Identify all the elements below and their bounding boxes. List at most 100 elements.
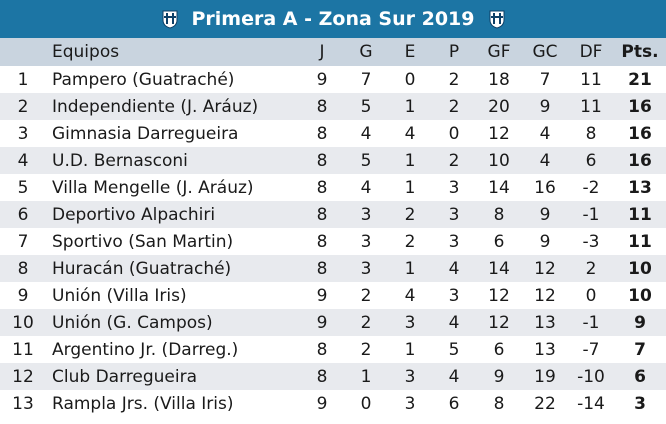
table-row: 11 Argentino Jr. (Darreg.) 8 2 1 5 6 13 -7 7 bbox=[0, 336, 666, 363]
cell-lost: 2 bbox=[432, 93, 476, 120]
cell-drawn: 3 bbox=[388, 309, 432, 336]
cell-goals-for: 8 bbox=[476, 201, 522, 228]
table-row: 6 Deportivo Alpachiri 8 3 2 3 8 9 -1 11 bbox=[0, 201, 666, 228]
cell-points: 10 bbox=[614, 282, 666, 309]
cell-goal-difference: 6 bbox=[568, 147, 614, 174]
cell-goal-difference: 8 bbox=[568, 120, 614, 147]
cell-goals-against: 9 bbox=[522, 228, 568, 255]
cell-played: 8 bbox=[300, 174, 344, 201]
cell-drawn: 2 bbox=[388, 228, 432, 255]
cell-goals-for: 10 bbox=[476, 147, 522, 174]
cell-goal-difference: 11 bbox=[568, 93, 614, 120]
cell-goals-for: 6 bbox=[476, 228, 522, 255]
cell-position: 8 bbox=[0, 255, 46, 282]
cell-lost: 2 bbox=[432, 147, 476, 174]
cell-goals-for: 20 bbox=[476, 93, 522, 120]
cell-goal-difference: -2 bbox=[568, 174, 614, 201]
cell-lost: 3 bbox=[432, 282, 476, 309]
cell-lost: 0 bbox=[432, 120, 476, 147]
cell-team: Deportivo Alpachiri bbox=[46, 201, 300, 228]
cell-drawn: 1 bbox=[388, 93, 432, 120]
cell-team: Villa Mengelle (J. Aráuz) bbox=[46, 174, 300, 201]
cell-points: 16 bbox=[614, 120, 666, 147]
table-row: 13 Rampla Jrs. (Villa Iris) 9 0 3 6 8 22 -14 3 bbox=[0, 390, 666, 417]
cell-goals-for: 14 bbox=[476, 255, 522, 282]
cell-won: 3 bbox=[344, 255, 388, 282]
cell-goals-for: 6 bbox=[476, 336, 522, 363]
cell-lost: 6 bbox=[432, 390, 476, 417]
cell-position: 11 bbox=[0, 336, 46, 363]
cell-drawn: 4 bbox=[388, 120, 432, 147]
cell-goal-difference: -10 bbox=[568, 363, 614, 390]
cell-goals-against: 16 bbox=[522, 174, 568, 201]
cell-goal-difference: -3 bbox=[568, 228, 614, 255]
cell-played: 8 bbox=[300, 147, 344, 174]
cell-played: 9 bbox=[300, 66, 344, 93]
table-row: 7 Sportivo (San Martin) 8 3 2 3 6 9 -3 11 bbox=[0, 228, 666, 255]
table-header-row: Equipos J G E P GF GC DF Pts. bbox=[0, 38, 666, 66]
cell-goals-for: 9 bbox=[476, 363, 522, 390]
cell-won: 0 bbox=[344, 390, 388, 417]
cell-goals-against: 13 bbox=[522, 309, 568, 336]
cell-goal-difference: 0 bbox=[568, 282, 614, 309]
cell-team: Argentino Jr. (Darreg.) bbox=[46, 336, 300, 363]
cell-played: 9 bbox=[300, 309, 344, 336]
cell-team: Unión (Villa Iris) bbox=[46, 282, 300, 309]
cell-played: 9 bbox=[300, 390, 344, 417]
cell-points: 6 bbox=[614, 363, 666, 390]
header-team: Equipos bbox=[46, 38, 300, 66]
cell-points: 9 bbox=[614, 309, 666, 336]
cell-won: 2 bbox=[344, 336, 388, 363]
cell-points: 16 bbox=[614, 93, 666, 120]
cell-goals-against: 7 bbox=[522, 66, 568, 93]
cell-goals-against: 12 bbox=[522, 255, 568, 282]
cell-drawn: 1 bbox=[388, 174, 432, 201]
cell-goals-against: 4 bbox=[522, 120, 568, 147]
cell-position: 3 bbox=[0, 120, 46, 147]
cell-won: 7 bbox=[344, 66, 388, 93]
cell-drawn: 2 bbox=[388, 201, 432, 228]
cell-goals-against: 9 bbox=[522, 93, 568, 120]
cell-drawn: 1 bbox=[388, 255, 432, 282]
cell-position: 7 bbox=[0, 228, 46, 255]
cell-played: 9 bbox=[300, 282, 344, 309]
cell-team: Unión (G. Campos) bbox=[46, 309, 300, 336]
header-points: Pts. bbox=[614, 38, 666, 66]
cell-team: Pampero (Guatraché) bbox=[46, 66, 300, 93]
cell-goal-difference: -1 bbox=[568, 201, 614, 228]
cell-won: 2 bbox=[344, 282, 388, 309]
cell-goals-for: 12 bbox=[476, 309, 522, 336]
header-lost: P bbox=[432, 38, 476, 66]
cell-points: 21 bbox=[614, 66, 666, 93]
cell-goals-against: 19 bbox=[522, 363, 568, 390]
cell-won: 5 bbox=[344, 93, 388, 120]
cell-played: 8 bbox=[300, 336, 344, 363]
title-bar: Primera A - Zona Sur 2019 bbox=[0, 0, 666, 38]
header-goals-for: GF bbox=[476, 38, 522, 66]
cell-goal-difference: -7 bbox=[568, 336, 614, 363]
cell-position: 10 bbox=[0, 309, 46, 336]
cell-won: 1 bbox=[344, 363, 388, 390]
cell-team: Independiente (J. Aráuz) bbox=[46, 93, 300, 120]
cell-team: Gimnasia Darregueira bbox=[46, 120, 300, 147]
cell-lost: 3 bbox=[432, 201, 476, 228]
cell-goals-against: 9 bbox=[522, 201, 568, 228]
table-row: 8 Huracán (Guatraché) 8 3 1 4 14 12 2 10 bbox=[0, 255, 666, 282]
cell-goal-difference: -14 bbox=[568, 390, 614, 417]
cell-drawn: 0 bbox=[388, 66, 432, 93]
cell-lost: 4 bbox=[432, 363, 476, 390]
cell-goal-difference: 11 bbox=[568, 66, 614, 93]
cell-team: Rampla Jrs. (Villa Iris) bbox=[46, 390, 300, 417]
header-goals-against: GC bbox=[522, 38, 568, 66]
cell-lost: 4 bbox=[432, 309, 476, 336]
cell-drawn: 1 bbox=[388, 336, 432, 363]
cell-points: 10 bbox=[614, 255, 666, 282]
cell-points: 3 bbox=[614, 390, 666, 417]
cell-team: Huracán (Guatraché) bbox=[46, 255, 300, 282]
cell-goals-for: 18 bbox=[476, 66, 522, 93]
cell-goals-for: 12 bbox=[476, 120, 522, 147]
cell-lost: 5 bbox=[432, 336, 476, 363]
cell-goals-against: 4 bbox=[522, 147, 568, 174]
cell-position: 2 bbox=[0, 93, 46, 120]
